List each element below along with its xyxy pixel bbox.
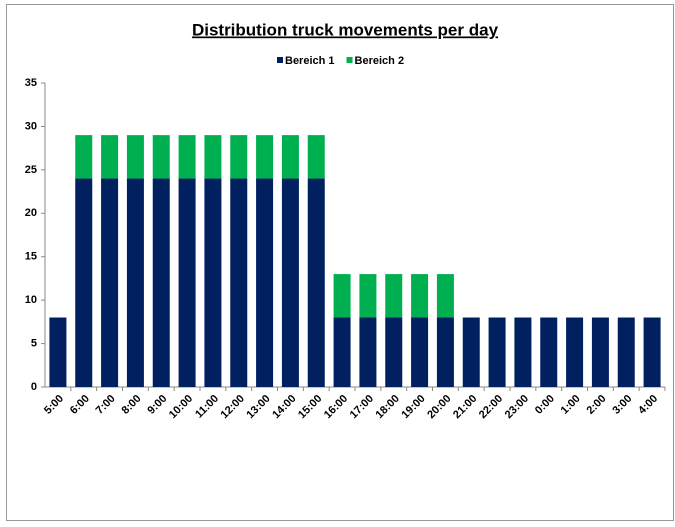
- legend-label: Bereich 2: [355, 55, 405, 67]
- bar-segment: [49, 317, 67, 387]
- y-tick-label: 20: [25, 207, 37, 219]
- bar-segment: [566, 317, 584, 387]
- bar-segment: [488, 317, 506, 387]
- bar-segment: [514, 317, 532, 387]
- bar-segment: [178, 178, 196, 387]
- bar-segment: [256, 178, 274, 387]
- y-tick-label: 35: [25, 77, 37, 89]
- bar-segment: [385, 317, 403, 387]
- chart-title: Distribution truck movements per day: [192, 20, 499, 39]
- bar-segment: [436, 317, 454, 387]
- bar-segment: [591, 317, 609, 387]
- bar-segment: [101, 178, 119, 387]
- bar-segment: [126, 178, 144, 387]
- bar-segment: [307, 178, 325, 387]
- bar-segment: [281, 178, 299, 387]
- bar-segment: [359, 317, 377, 387]
- bar-segment: [204, 135, 222, 179]
- bar-segment: [75, 135, 93, 179]
- bar-segment: [411, 317, 429, 387]
- bar-segment: [204, 178, 222, 387]
- bar-segment: [333, 317, 351, 387]
- bar-segment: [230, 135, 248, 179]
- legend-swatch: [277, 57, 283, 63]
- legend-label: Bereich 1: [285, 55, 335, 67]
- bar-segment: [333, 274, 351, 318]
- bar-segment: [540, 317, 558, 387]
- bar-segment: [385, 274, 403, 318]
- legend-swatch: [346, 57, 353, 63]
- bar-segment: [643, 317, 661, 387]
- bar-segment: [178, 135, 196, 179]
- bar-segment: [281, 135, 299, 179]
- bar-segment: [411, 274, 429, 318]
- y-tick-label: 30: [25, 120, 37, 132]
- bar-segment: [152, 178, 170, 387]
- bar-segment: [359, 274, 377, 318]
- y-tick-label: 15: [25, 251, 37, 263]
- bar-segment: [617, 317, 635, 387]
- bar-segment: [230, 178, 248, 387]
- y-tick-label: 25: [25, 164, 37, 176]
- bar-segment: [126, 135, 144, 179]
- y-tick-label: 10: [25, 294, 37, 306]
- bar-segment: [436, 274, 454, 318]
- y-tick-label: 5: [31, 337, 37, 349]
- bar-segment: [75, 178, 93, 387]
- bar-segment: [152, 135, 170, 179]
- bar-segment: [462, 317, 480, 387]
- bar-segment: [101, 135, 119, 179]
- bar-segment: [256, 135, 274, 179]
- y-tick-label: 0: [31, 381, 37, 393]
- bar-segment: [307, 135, 325, 179]
